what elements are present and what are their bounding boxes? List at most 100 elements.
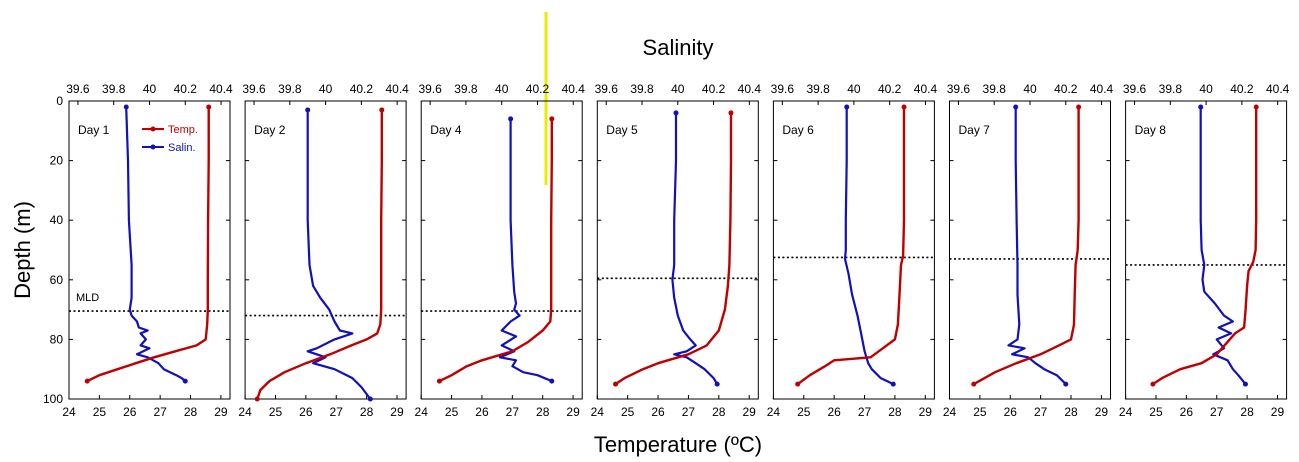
temp-tick-label: 25 [269,405,283,419]
salin-tick-label: 40.2 [1230,82,1254,96]
panel-day-label: Day 2 [254,123,286,137]
profile-end-point [795,381,801,387]
salin-tick-label: 40.2 [526,82,550,96]
temp-tick-label: 27 [858,405,872,419]
temp-tick-label: 28 [888,405,902,419]
legend-temp-label: Temp. [168,124,198,136]
salin-tick-label: 40.4 [1090,82,1114,96]
panel-day-label: Day 6 [782,123,814,137]
salin-tick-label: 40.4 [209,82,233,96]
salin-tick-label: 40.2 [702,82,726,96]
salin-tick-label: 40 [143,82,157,96]
depth-tick-label: 40 [50,213,64,227]
profile-end-point [971,381,977,387]
profile-end-point [728,110,734,116]
temp-tick-label: 27 [330,405,344,419]
salin-tick-label: 39.6 [771,82,795,96]
profile-end-point [673,110,679,116]
temp-tick-label: 26 [123,405,137,419]
salin-tick-label: 39.8 [454,82,478,96]
temp-tick-label: 25 [797,405,811,419]
depth-tick-label: 20 [50,154,64,168]
salin-tick-label: 40 [671,82,685,96]
profile-end-point [367,396,373,402]
temp-tick-label: 27 [1034,405,1048,419]
profile-end-point [84,378,90,384]
mld-label: MLD [76,292,99,304]
temp-tick-label: 29 [1271,405,1285,419]
profile-end-point [1063,381,1069,387]
salin-tick-label: 39.8 [102,82,126,96]
temp-tick-label: 24 [238,405,252,419]
salin-tick-label: 40.2 [878,82,902,96]
profile-end-point [1253,104,1259,110]
salin-tick-label: 40 [1199,82,1213,96]
temp-tick-label: 26 [651,405,665,419]
temp-tick-label: 26 [1180,405,1194,419]
profile-end-point [305,107,311,113]
temp-tick-label: 27 [153,405,167,419]
salin-tick-label: 39.8 [1159,82,1183,96]
salin-tick-label: 39.8 [278,82,302,96]
top-axis-title: Salinity [643,35,714,60]
temperature-profile-line [614,112,733,386]
salin-tick-label: 39.8 [983,82,1007,96]
legend-temp-marker [150,126,156,132]
temp-tick-label: 27 [506,405,520,419]
salin-tick-label: 40.4 [1266,82,1290,96]
temp-tick-label: 29 [390,405,404,419]
temp-tick-label: 26 [475,405,489,419]
temp-tick-label: 29 [919,405,933,419]
depth-tick-label: 80 [50,332,64,346]
salin-tick-label: 40 [847,82,861,96]
temp-tick-label: 26 [827,405,841,419]
salin-tick-label: 40.2 [174,82,198,96]
salin-tick-label: 39.8 [806,82,830,96]
profile-end-point [508,116,514,122]
profile-end-point [1013,104,1019,110]
profile-end-point [379,107,385,113]
profile-end-point [254,396,260,402]
panel-frame [772,100,935,400]
panel-5: 24 25 26 27 28 29 39.6 39.8 40 40.2 40.4 Day 6 [767,82,938,419]
depth-tick-label: 100 [43,392,63,406]
salinity-profile-line [306,109,372,400]
temp-tick-label: 26 [1004,405,1018,419]
temperature-profile-line [796,107,906,386]
profile-end-point [1150,381,1156,387]
temp-tick-label: 25 [445,405,459,419]
temp-tick-label: 28 [1240,405,1254,419]
temp-tick-label: 24 [415,405,429,419]
panel-frame [1125,100,1288,400]
profile-end-point [206,104,212,110]
bottom-axis-title: Temperature (ºC) [594,432,762,457]
temp-tick-label: 24 [1119,405,1133,419]
depth-tick-label: 0 [56,94,63,108]
salinity-profile-line [1007,107,1067,385]
salinity-profile-line [498,118,553,383]
temp-tick-label: 29 [743,405,757,419]
salin-tick-label: 40 [319,82,333,96]
temperature-profile-line [973,107,1080,386]
temp-tick-label: 25 [621,405,635,419]
panel-day-label: Day 8 [1135,123,1167,137]
temp-tick-label: 24 [767,405,781,419]
profile-end-point [901,104,907,110]
salin-tick-label: 40.4 [385,82,409,96]
temp-tick-label: 26 [299,405,313,419]
depth-tick-label: 60 [50,273,64,287]
y-axis-title: Depth (m) [10,201,35,299]
temp-tick-label: 28 [184,405,198,419]
temp-tick-label: 25 [93,405,107,419]
salin-tick-label: 40.4 [738,82,762,96]
temp-tick-label: 24 [943,405,957,419]
profile-end-point [123,104,129,110]
salinity-profile-line [671,112,719,385]
profile-end-point [549,378,555,384]
salin-tick-label: 39.6 [947,82,971,96]
temperature-profile-line [86,107,210,383]
salin-tick-label: 40 [1023,82,1037,96]
temp-tick-label: 25 [1149,405,1163,419]
profile-end-point [714,381,720,387]
